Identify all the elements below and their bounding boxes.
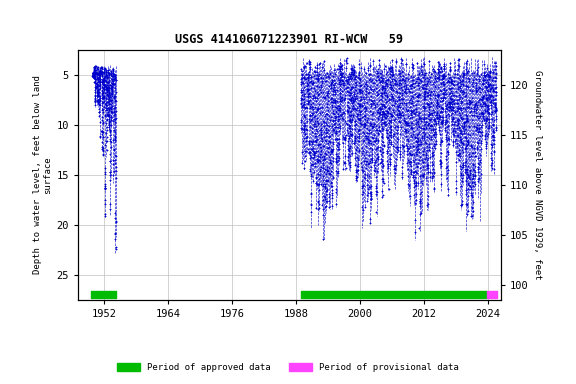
Title: USGS 414106071223901 RI-WCW   59: USGS 414106071223901 RI-WCW 59 (176, 33, 403, 46)
Legend: Period of approved data, Period of provisional data: Period of approved data, Period of provi… (114, 359, 462, 376)
Y-axis label: Depth to water level, feet below land
surface: Depth to water level, feet below land su… (33, 75, 52, 274)
Y-axis label: Groundwater level above NGVD 1929, feet: Groundwater level above NGVD 1929, feet (533, 70, 542, 280)
